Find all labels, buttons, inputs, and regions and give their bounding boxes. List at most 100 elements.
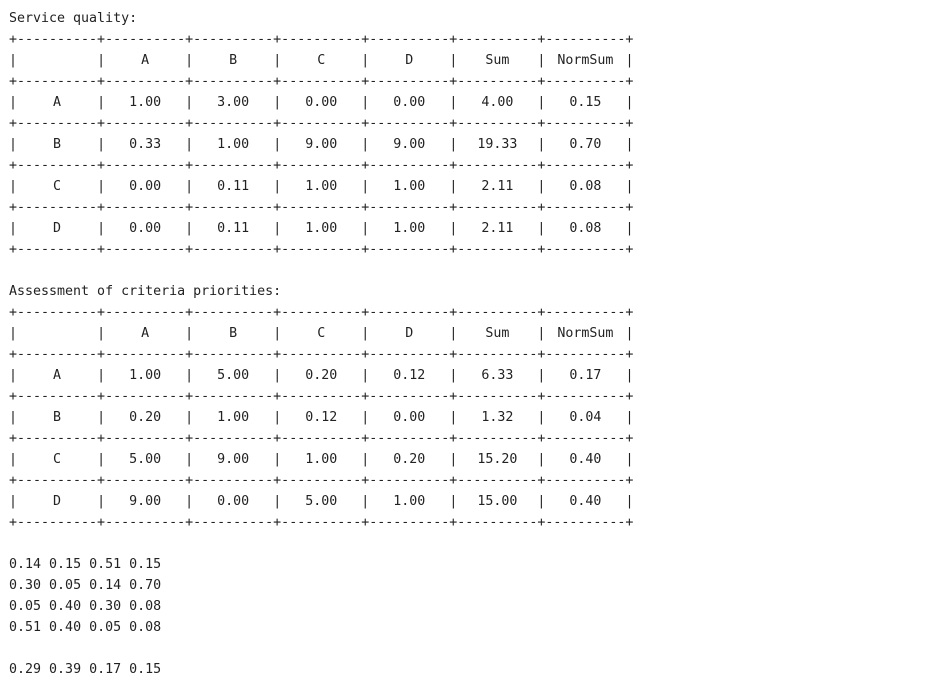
table-border: +----------+----------+----------+------… — [9, 200, 634, 215]
table-cell: 0.11 — [217, 179, 250, 194]
line: 0.14 0.15 0.51 0.15 — [9, 554, 633, 575]
line: | | A | B | C | D | Sum | NormSum | — [9, 50, 633, 71]
table-cell: 9.00 — [129, 494, 162, 509]
column-header: A — [141, 326, 150, 341]
table-border: +----------+----------+----------+------… — [9, 116, 634, 131]
row-label: C — [53, 452, 62, 467]
row-label: D — [53, 494, 62, 509]
line: | B | 0.20 | 1.00 | 0.12 | 0.00 | 1.32 | 0.04 | — [9, 407, 633, 428]
table-cell: 9.00 — [217, 452, 250, 467]
table-cell: 0.40 — [569, 452, 602, 467]
table-cell: 0.17 — [569, 368, 602, 383]
line: | C | 0.00 | 0.11 | 1.00 | 1.00 | 2.11 | 0.08 | — [9, 176, 633, 197]
table-cell: 5.00 — [129, 452, 162, 467]
line: 0.51 0.40 0.05 0.08 — [9, 617, 633, 638]
line — [9, 533, 633, 554]
table-cell: 5.00 — [217, 368, 250, 383]
table-cell: 4.00 — [481, 95, 514, 110]
matrix-value: 0.15 — [129, 557, 162, 572]
matrix-value: 0.15 — [49, 557, 82, 572]
column-header: C — [317, 326, 326, 341]
table-cell: 1.00 — [129, 368, 162, 383]
column-header: A — [141, 53, 150, 68]
table-cell: 0.08 — [569, 221, 602, 236]
matrix-value: 0.05 — [49, 578, 82, 593]
line: 0.29 0.39 0.17 0.15 — [9, 659, 633, 680]
table-border: +----------+----------+----------+------… — [9, 242, 634, 257]
line: | B | 0.33 | 1.00 | 9.00 | 9.00 | 19.33 | 0.70 | — [9, 134, 633, 155]
matrix-value: 0.51 — [89, 557, 122, 572]
table-cell: 0.12 — [305, 410, 338, 425]
row-label: D — [53, 221, 62, 236]
line: Assessment of criteria priorities: — [9, 281, 633, 302]
table-cell: 1.00 — [129, 95, 162, 110]
column-header: Sum — [485, 326, 510, 341]
line: | | A | B | C | D | Sum | NormSum | — [9, 323, 633, 344]
line: | A | 1.00 | 3.00 | 0.00 | 0.00 | 4.00 | 0.15 | — [9, 92, 633, 113]
table-border: +----------+----------+----------+------… — [9, 74, 634, 89]
column-header: B — [229, 53, 238, 68]
table-border: +----------+----------+----------+------… — [9, 347, 634, 362]
line: | A | 1.00 | 5.00 | 0.20 | 0.12 | 6.33 | 0.17 | — [9, 365, 633, 386]
line: | D | 9.00 | 0.00 | 5.00 | 1.00 | 15.00 | 0.40 | — [9, 491, 633, 512]
row-label: B — [53, 137, 62, 152]
line — [9, 638, 633, 659]
column-header: Sum — [485, 53, 510, 68]
matrix-value: 0.30 — [9, 578, 42, 593]
table-border: +----------+----------+----------+------… — [9, 515, 634, 530]
matrix-value: 0.05 — [9, 599, 42, 614]
table-border: +----------+----------+----------+------… — [9, 305, 634, 320]
row-label: B — [53, 410, 62, 425]
matrix-value: 0.30 — [89, 599, 122, 614]
table-title: Service quality: — [9, 11, 138, 26]
matrix-value: 0.40 — [49, 599, 82, 614]
row-label: A — [53, 95, 62, 110]
table-cell: 15.20 — [477, 452, 518, 467]
table-border: +----------+----------+----------+------… — [9, 158, 634, 173]
row-label: A — [53, 368, 62, 383]
table-border: +----------+----------+----------+------… — [9, 473, 634, 488]
table-cell: 0.04 — [569, 410, 602, 425]
table-cell: 1.32 — [481, 410, 514, 425]
matrix-value: 0.40 — [49, 620, 82, 635]
vector-value: 0.15 — [129, 662, 162, 677]
table-cell: 9.00 — [393, 137, 426, 152]
row-label: C — [53, 179, 62, 194]
table-cell: 0.00 — [217, 494, 250, 509]
table-cell: 5.00 — [305, 494, 338, 509]
table-border: +----------+----------+----------+------… — [9, 431, 634, 446]
table-cell: 0.70 — [569, 137, 602, 152]
matrix-value: 0.14 — [89, 578, 122, 593]
table-cell: 0.20 — [393, 452, 426, 467]
table-cell: 0.00 — [393, 95, 426, 110]
table-cell: 19.33 — [477, 137, 518, 152]
table-cell: 0.08 — [569, 179, 602, 194]
table-cell: 0.40 — [569, 494, 602, 509]
column-header: D — [405, 326, 414, 341]
matrix-value: 0.08 — [129, 599, 162, 614]
table-cell: 15.00 — [477, 494, 518, 509]
column-header: D — [405, 53, 414, 68]
matrix-value: 0.14 — [9, 557, 42, 572]
vector-value: 0.17 — [89, 662, 122, 677]
table-cell: 0.33 — [129, 137, 162, 152]
table-title: Assessment of criteria priorities: — [9, 284, 282, 299]
table-cell: 1.00 — [217, 410, 250, 425]
table-cell: 0.15 — [569, 95, 602, 110]
matrix-value: 0.51 — [9, 620, 42, 635]
table-border: +----------+----------+----------+------… — [9, 389, 634, 404]
table-cell: 1.00 — [305, 221, 338, 236]
table-cell: 3.00 — [217, 95, 250, 110]
table-cell: 1.00 — [305, 179, 338, 194]
table-cell: 2.11 — [481, 179, 514, 194]
table-cell: 1.00 — [305, 452, 338, 467]
column-header: B — [229, 326, 238, 341]
table-cell: 0.00 — [129, 179, 162, 194]
line: | C | 5.00 | 9.00 | 1.00 | 0.20 | 15.20 | 0.40 | — [9, 449, 633, 470]
table-cell: 9.00 — [305, 137, 338, 152]
matrix-value: 0.70 — [129, 578, 162, 593]
column-header: NormSum — [557, 326, 614, 341]
matrix-value: 0.08 — [129, 620, 162, 635]
column-header: C — [317, 53, 326, 68]
